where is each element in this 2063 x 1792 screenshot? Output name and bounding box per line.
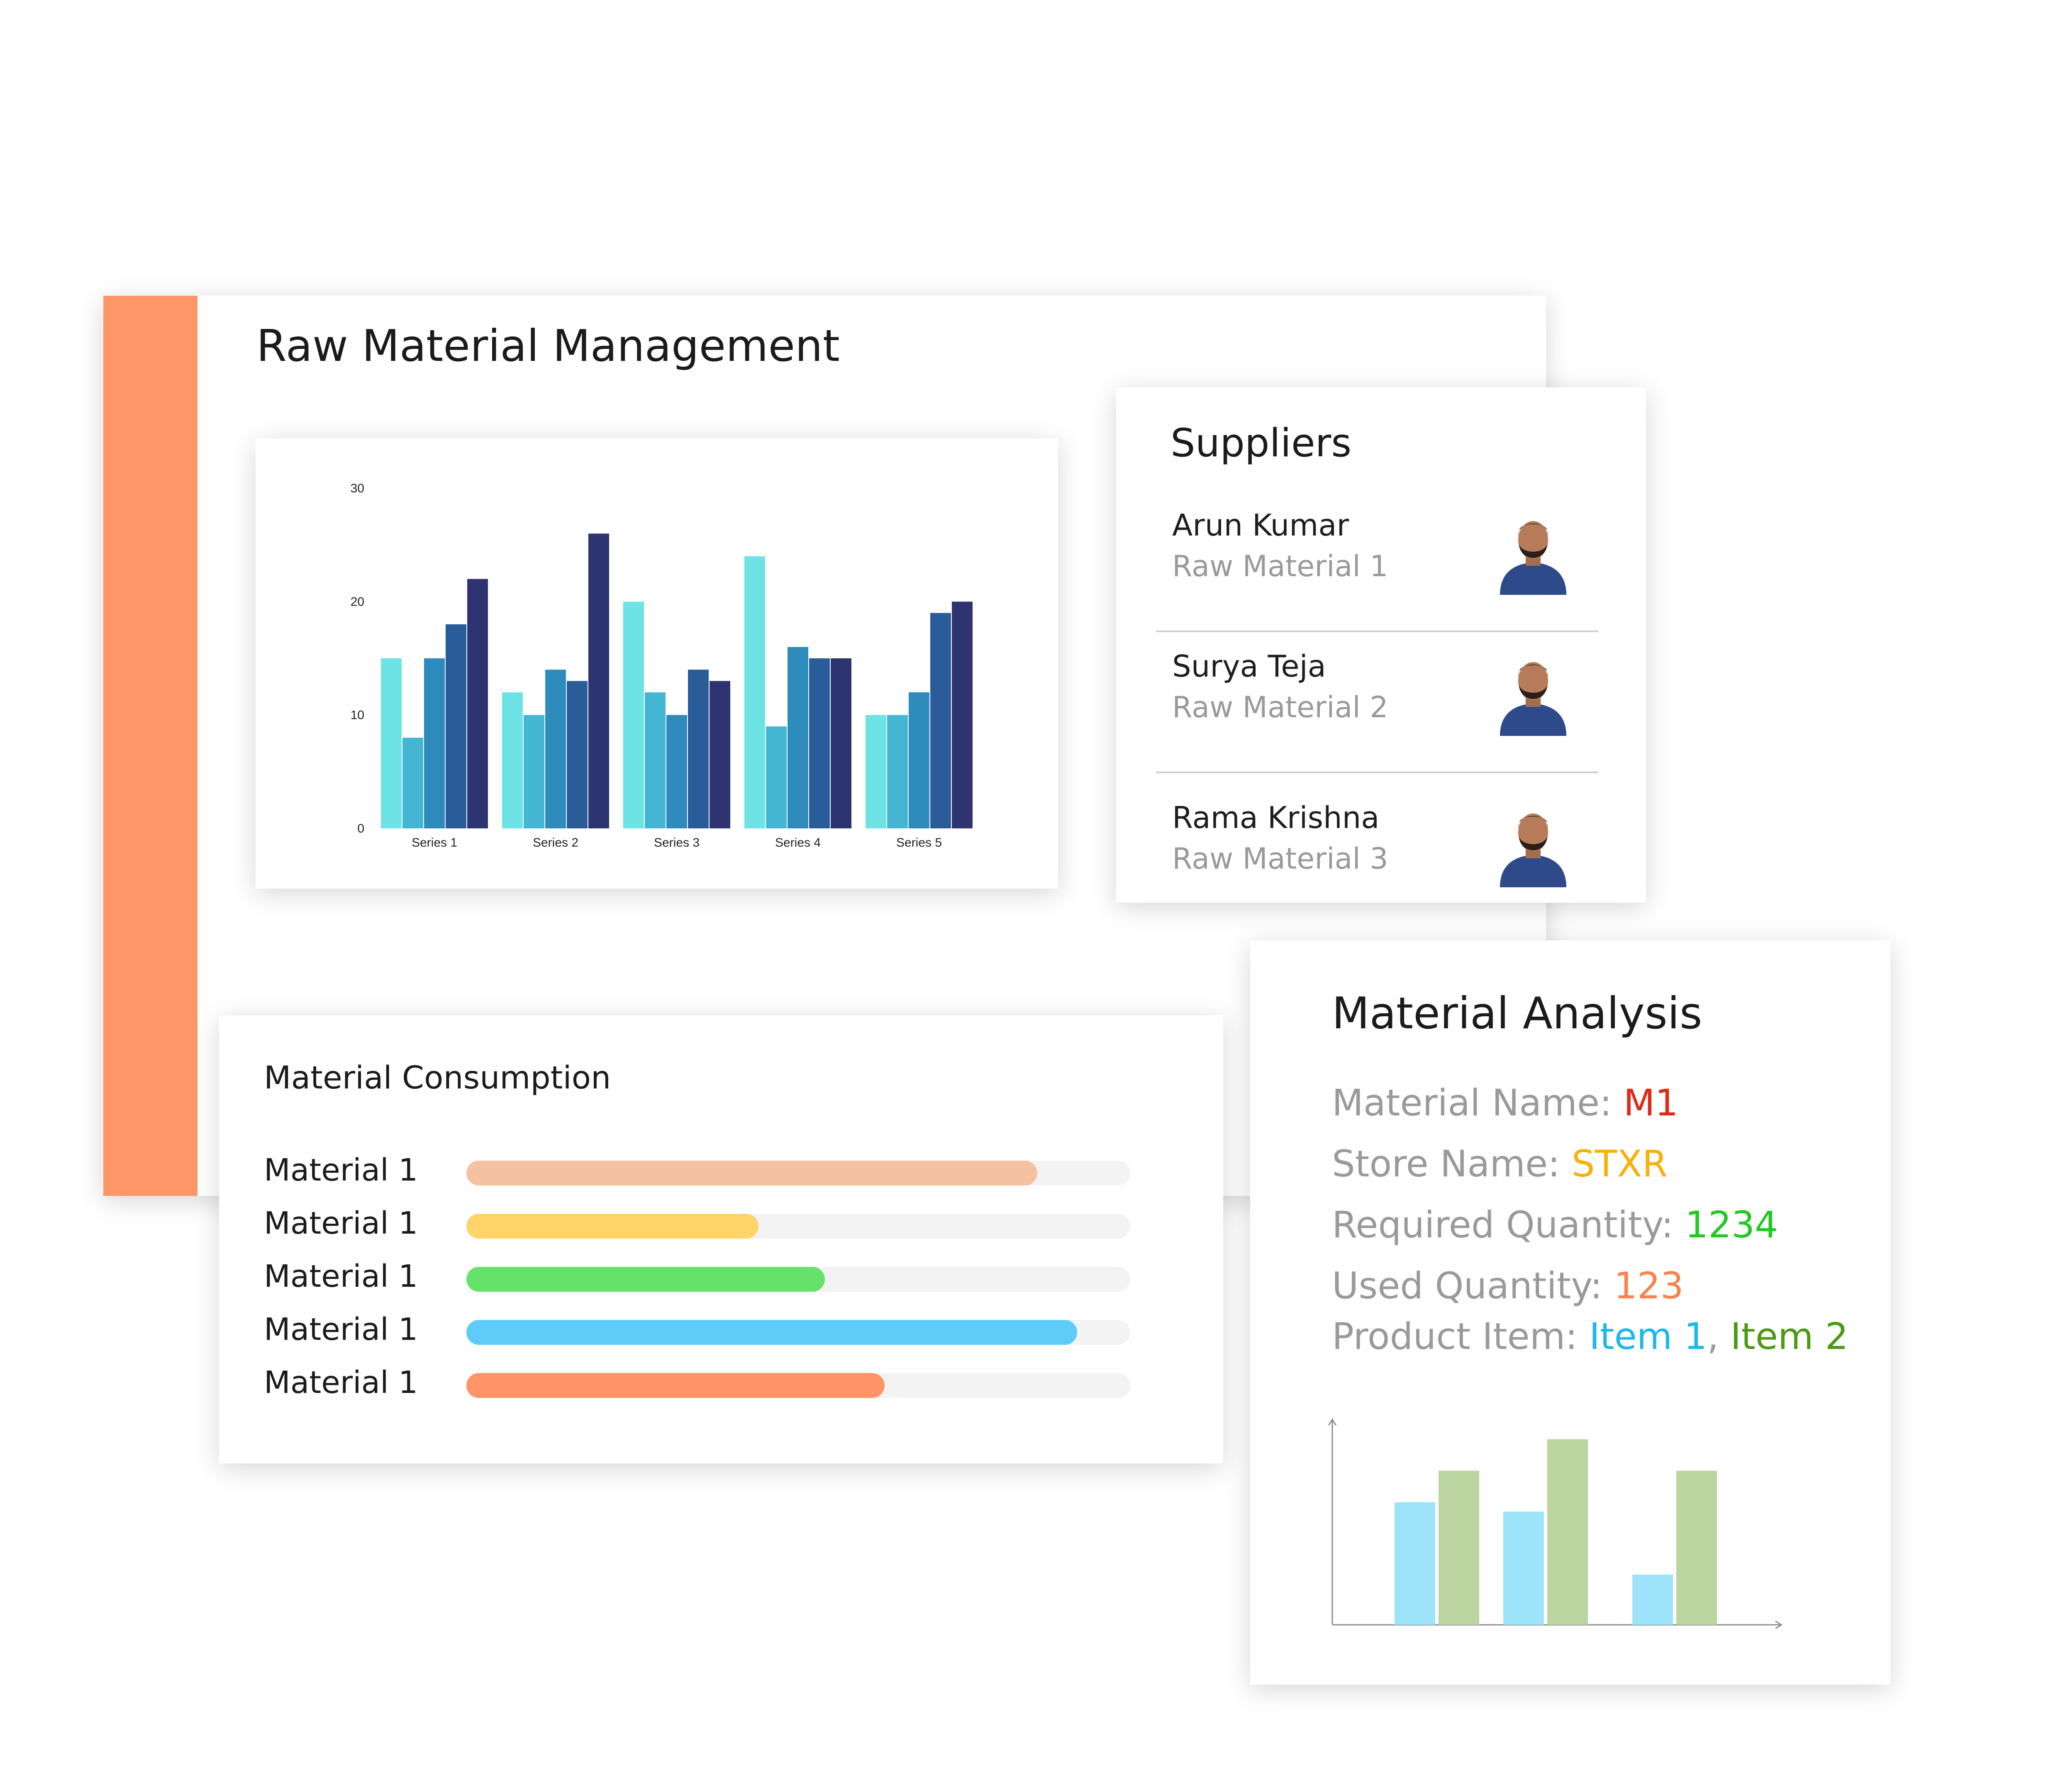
x-tick-label: Series 4 [775, 836, 821, 850]
supplier-material: Raw Material 2 [1172, 690, 1388, 724]
material-analysis-card: Material Analysis Material Name: M1 Stor… [1250, 940, 1890, 1685]
consumption-label: Material 1 [264, 1205, 418, 1241]
used-quantity-value: 123 [1614, 1264, 1684, 1307]
product-item-1[interactable]: Item 1 [1589, 1315, 1707, 1358]
bar [567, 681, 588, 828]
supplier-name: Rama Krishna [1172, 800, 1380, 835]
material-name-label: Material Name: [1332, 1081, 1624, 1124]
suppliers-card: Suppliers Arun Kumar Raw Material 1 Sury… [1116, 387, 1646, 903]
bar [645, 692, 666, 828]
bar [788, 647, 808, 828]
bar [688, 670, 709, 828]
used-quantity-label: Used Quantity: [1332, 1264, 1614, 1307]
supplier-item-arun-kumar[interactable]: Arun Kumar Raw Material 1 [1156, 491, 1598, 632]
bar [744, 556, 765, 828]
material-name-row: Material Name: M1 [1332, 1081, 1678, 1124]
material-name-value: M1 [1623, 1081, 1678, 1124]
store-name-label: Store Name: [1332, 1142, 1572, 1185]
bar [766, 726, 787, 828]
supplier-material: Raw Material 1 [1172, 549, 1388, 583]
progress-track [466, 1373, 1130, 1398]
progress-bar [466, 1373, 885, 1398]
bar [831, 658, 851, 828]
x-tick-label: Series 2 [533, 836, 578, 850]
consumption-title: Material Consumption [264, 1059, 611, 1096]
progress-track [466, 1214, 1130, 1239]
bar [1439, 1471, 1479, 1625]
divider [1156, 631, 1598, 632]
y-tick-label: 30 [351, 482, 364, 495]
required-quantity-label: Required Quantity: [1332, 1203, 1685, 1246]
x-tick-label: Series 3 [654, 836, 700, 850]
bar [866, 715, 886, 828]
consumption-label: Material 1 [264, 1312, 418, 1347]
bar [402, 738, 423, 828]
bar [381, 658, 402, 828]
y-axis-arrow [1328, 1418, 1337, 1426]
required-quantity-row: Required Quantity: 1234 [1332, 1203, 1778, 1246]
bar [1676, 1471, 1717, 1625]
bar [930, 613, 951, 828]
analysis-title: Material Analysis [1332, 988, 1702, 1039]
x-tick-label: Series 5 [896, 836, 942, 850]
bar [545, 670, 566, 828]
divider [1156, 772, 1598, 773]
y-tick-label: 20 [351, 595, 364, 609]
bar [588, 533, 609, 828]
bar [809, 658, 830, 828]
bar-chart: 0 10 20 30 Series 1 Series 2 Series 3 Series 4 S… [351, 482, 973, 850]
bar [446, 624, 466, 828]
material-consumption-card: Material Consumption Material 1 Material… [219, 1015, 1223, 1463]
bar [1503, 1512, 1544, 1625]
bar [1547, 1439, 1588, 1625]
supplier-item-surya-teja[interactable]: Surya Teja Raw Material 2 [1156, 632, 1598, 773]
bar [424, 658, 445, 828]
suppliers-title: Suppliers [1170, 421, 1352, 466]
consumption-label: Material 1 [264, 1365, 418, 1400]
store-name-value: STXR [1571, 1142, 1668, 1185]
progress-track [466, 1267, 1130, 1292]
bar [524, 715, 544, 828]
progress-bar [466, 1267, 825, 1292]
y-tick-label: 10 [351, 709, 364, 722]
bar-chart-card: 0 10 20 30 Series 1 Series 2 Series 3 Series 4 S… [256, 438, 1058, 889]
y-tick-label: 0 [357, 822, 364, 835]
progress-track [466, 1161, 1130, 1186]
page-title: Raw Material Management [256, 321, 840, 371]
bar [666, 715, 687, 828]
avatar [1500, 521, 1566, 595]
x-axis-arrow [1775, 1620, 1783, 1629]
avatar [1500, 813, 1566, 887]
supplier-material: Raw Material 3 [1172, 842, 1388, 876]
x-tick-label: Series 1 [412, 836, 457, 850]
progress-bar [466, 1320, 1077, 1345]
bar [887, 715, 908, 828]
bar [1395, 1502, 1435, 1625]
progress-bar [466, 1214, 758, 1239]
avatar [1500, 662, 1566, 736]
product-item-label: Product Item: [1332, 1315, 1590, 1358]
bar [952, 601, 973, 828]
consumption-label: Material 1 [264, 1152, 418, 1188]
bar [467, 579, 488, 828]
progress-track [466, 1320, 1130, 1345]
supplier-item-rama-krishna[interactable]: Rama Krishna Raw Material 3 [1156, 784, 1598, 925]
sidebar-accent [103, 296, 198, 1196]
product-item-row: Product Item: Item 1, Item 2 [1332, 1315, 1848, 1358]
consumption-label: Material 1 [264, 1259, 418, 1294]
product-item-separator: , [1707, 1315, 1731, 1358]
supplier-name: Arun Kumar [1172, 508, 1349, 543]
analysis-bar-chart [1328, 1418, 1783, 1629]
bar [710, 681, 730, 828]
bar [1632, 1574, 1673, 1625]
required-quantity-value: 1234 [1685, 1203, 1778, 1246]
bar [909, 692, 929, 828]
store-name-row: Store Name: STXR [1332, 1142, 1668, 1185]
used-quantity-row: Used Quantity: 123 [1332, 1264, 1684, 1307]
progress-bar [466, 1161, 1037, 1186]
product-item-2[interactable]: Item 2 [1730, 1315, 1848, 1358]
bar [502, 692, 523, 828]
supplier-name: Surya Teja [1172, 649, 1326, 684]
bar [623, 601, 644, 828]
